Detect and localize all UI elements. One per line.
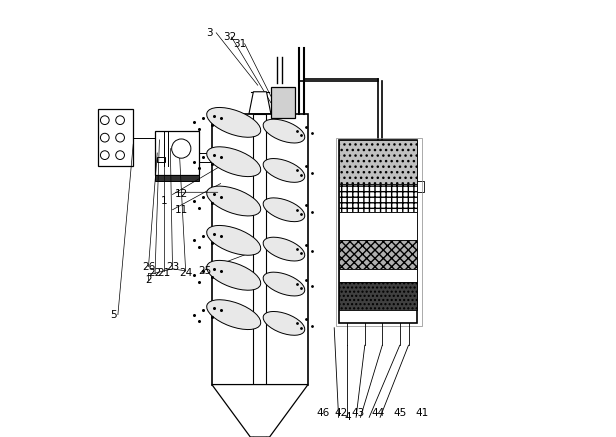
Ellipse shape xyxy=(207,260,261,290)
Bar xyxy=(98,109,133,166)
Ellipse shape xyxy=(207,225,261,255)
Text: 12: 12 xyxy=(175,190,188,199)
Circle shape xyxy=(116,151,124,160)
Circle shape xyxy=(172,139,191,158)
Ellipse shape xyxy=(263,237,305,261)
Bar xyxy=(336,138,421,326)
Ellipse shape xyxy=(207,108,261,137)
Bar xyxy=(155,175,199,181)
Text: 46: 46 xyxy=(317,408,330,418)
Text: 11: 11 xyxy=(175,205,188,215)
Circle shape xyxy=(116,116,124,125)
Bar xyxy=(339,240,417,269)
Text: 24: 24 xyxy=(179,268,192,278)
Circle shape xyxy=(100,116,109,125)
Bar xyxy=(339,282,417,310)
Bar xyxy=(155,131,199,175)
Ellipse shape xyxy=(263,198,305,222)
Text: 23: 23 xyxy=(166,262,179,271)
Bar xyxy=(417,181,424,192)
Ellipse shape xyxy=(263,272,305,296)
Ellipse shape xyxy=(207,300,261,329)
Text: 1: 1 xyxy=(161,196,167,206)
Text: 21: 21 xyxy=(157,268,171,278)
Bar xyxy=(339,140,417,323)
Ellipse shape xyxy=(207,186,261,216)
Text: 41: 41 xyxy=(415,408,428,418)
Text: 5: 5 xyxy=(110,310,117,319)
Text: 3: 3 xyxy=(206,28,213,38)
Polygon shape xyxy=(212,385,308,437)
Bar xyxy=(157,157,165,162)
Bar xyxy=(339,184,417,212)
Text: 22: 22 xyxy=(148,268,161,278)
Bar xyxy=(339,269,417,282)
Text: 32: 32 xyxy=(223,32,236,42)
Bar xyxy=(212,114,308,385)
Text: 44: 44 xyxy=(371,408,384,418)
Ellipse shape xyxy=(263,159,305,182)
Polygon shape xyxy=(249,92,271,114)
Bar xyxy=(339,140,417,184)
Circle shape xyxy=(116,133,124,142)
Text: 45: 45 xyxy=(393,408,407,418)
Text: 31: 31 xyxy=(233,39,247,49)
Text: 42: 42 xyxy=(334,408,347,418)
Circle shape xyxy=(100,133,109,142)
Bar xyxy=(271,87,295,118)
Ellipse shape xyxy=(263,312,305,335)
Ellipse shape xyxy=(207,147,261,177)
Bar xyxy=(253,114,267,385)
Text: 4: 4 xyxy=(344,413,351,422)
Ellipse shape xyxy=(263,119,305,143)
Text: 2: 2 xyxy=(145,275,152,284)
Text: 26: 26 xyxy=(142,262,155,271)
Text: 43: 43 xyxy=(352,408,365,418)
Bar xyxy=(339,212,417,240)
Circle shape xyxy=(100,151,109,160)
Text: 25: 25 xyxy=(199,266,212,276)
